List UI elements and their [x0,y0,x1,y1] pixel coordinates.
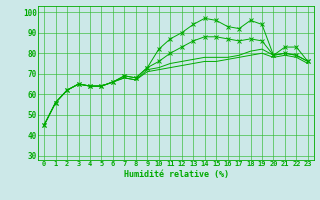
X-axis label: Humidité relative (%): Humidité relative (%) [124,170,228,179]
